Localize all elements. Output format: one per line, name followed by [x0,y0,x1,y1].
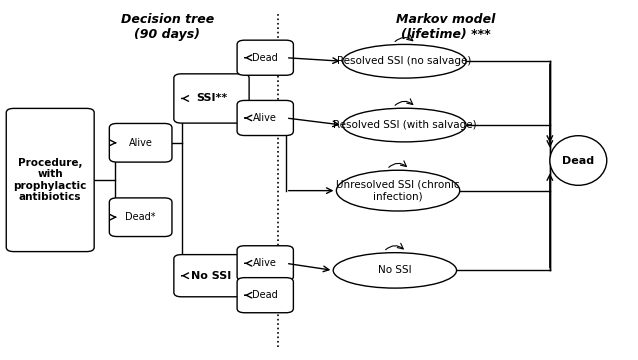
Text: Dead: Dead [562,156,595,166]
FancyBboxPatch shape [109,198,172,237]
Text: Dead: Dead [253,53,278,63]
Ellipse shape [343,44,466,78]
FancyBboxPatch shape [174,74,249,123]
Text: Markov model
(lifetime) ***: Markov model (lifetime) *** [396,13,495,41]
Text: Resolved SSI (no salvage): Resolved SSI (no salvage) [338,56,471,66]
FancyBboxPatch shape [109,123,172,162]
Text: Resolved SSI (with salvage): Resolved SSI (with salvage) [332,120,476,130]
Text: Procedure,
with
prophylactic
antibiotics: Procedure, with prophylactic antibiotics [13,158,87,202]
FancyBboxPatch shape [237,278,293,313]
Text: Alive: Alive [129,138,152,148]
Text: No SSI: No SSI [191,271,232,281]
FancyBboxPatch shape [237,100,293,135]
FancyBboxPatch shape [174,255,249,297]
Text: Dead: Dead [253,290,278,300]
Text: Unresolved SSI (chronic
infection): Unresolved SSI (chronic infection) [336,180,460,202]
Text: SSI**: SSI** [196,94,227,103]
Text: Decision tree
(90 days): Decision tree (90 days) [121,13,214,41]
Text: Alive: Alive [253,113,277,123]
Ellipse shape [336,170,460,211]
Text: Alive: Alive [253,258,277,268]
FancyBboxPatch shape [237,40,293,75]
Ellipse shape [550,136,607,185]
Ellipse shape [343,108,466,142]
Ellipse shape [333,253,457,288]
FancyBboxPatch shape [237,246,293,281]
Text: Dead*: Dead* [126,212,156,222]
FancyBboxPatch shape [6,108,94,252]
Text: No SSI: No SSI [378,265,412,275]
